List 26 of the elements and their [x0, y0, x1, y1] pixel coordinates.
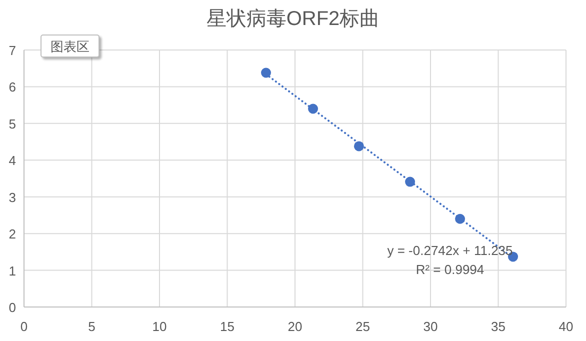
- annotation: R² = 0.9994: [416, 262, 484, 277]
- x-tick-label: 0: [20, 319, 28, 334]
- x-tick-label: 40: [558, 319, 574, 334]
- y-tick-label: 0: [8, 300, 16, 315]
- x-tick-label: 25: [356, 319, 370, 334]
- point: [354, 141, 364, 152]
- chart-title: 星状病毒ORF2标曲: [206, 8, 380, 30]
- x-tick-label: 15: [220, 319, 234, 334]
- point: [455, 214, 466, 224]
- x-tick-label: 20: [288, 319, 302, 334]
- x-tick-label: 5: [88, 319, 96, 334]
- x-tick-label: 35: [491, 319, 506, 334]
- y-tick-label: 2: [8, 226, 16, 242]
- y-tick-label: 7: [8, 43, 16, 58]
- point: [261, 68, 272, 78]
- point: [308, 104, 318, 114]
- y-tick-label: 5: [8, 116, 16, 132]
- y-tick-label: 3: [8, 190, 16, 205]
- point: [405, 176, 416, 187]
- annotation: y = -0.2742x + 11.235: [387, 243, 513, 258]
- y-tick-label: 4: [8, 153, 16, 168]
- annotation: 图表区: [50, 39, 90, 54]
- y-tick-label: 1: [8, 263, 16, 278]
- x-tick-label: 30: [423, 319, 438, 334]
- y-tick-label: 6: [8, 80, 16, 95]
- x-tick-label: 10: [152, 319, 167, 334]
